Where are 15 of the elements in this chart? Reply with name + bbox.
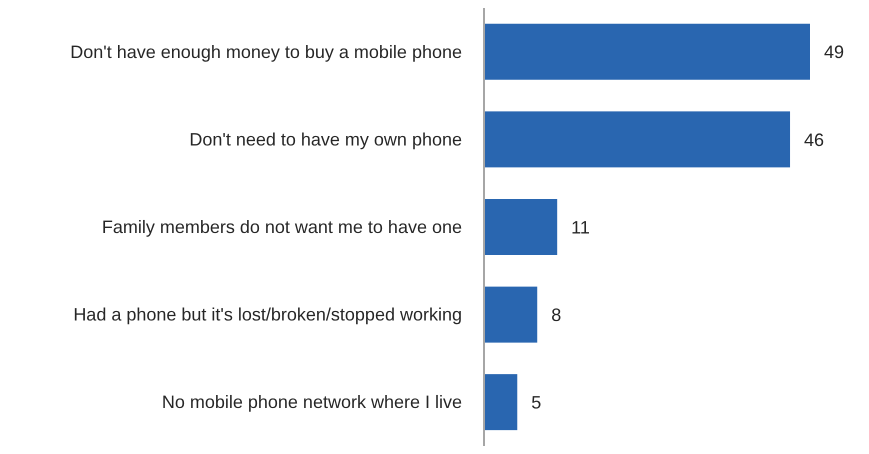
bar <box>484 198 558 255</box>
data-label: 8 <box>551 304 562 325</box>
data-label: 11 <box>571 217 590 238</box>
bar <box>484 374 518 430</box>
y-tick-label: Had a phone but it's lost/broken/stopped working <box>73 304 462 325</box>
bar <box>484 111 790 168</box>
y-tick-label: Don't need to have my own phone <box>189 129 462 150</box>
data-label: 46 <box>804 130 824 150</box>
bar <box>484 24 810 80</box>
data-label: 5 <box>531 392 542 413</box>
y-tick-label: No mobile phone network where I live <box>162 392 462 412</box>
y-tick-label: Don't have enough money to buy a mobile phone <box>70 42 462 62</box>
bar <box>484 286 538 343</box>
data-label: 49 <box>824 42 844 62</box>
y-tick-label: Family members do not want me to have one <box>102 217 462 237</box>
